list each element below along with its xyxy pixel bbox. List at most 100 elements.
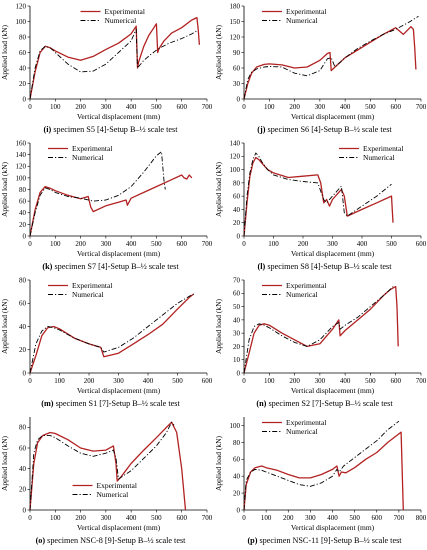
x-tick-label: 0 [28,103,32,111]
y-axis-label: Applied load (kN) [0,162,9,217]
x-tick-label: 200 [298,240,309,248]
y-tick-label: 20 [19,80,27,88]
y-tick-label: 150 [230,18,241,26]
legend-experimental-label: Experimental [286,7,326,16]
x-tick-label: 400 [340,103,351,111]
x-tick-label: 700 [202,514,213,522]
x-tick-label: 200 [289,103,300,111]
y-tick-label: 40 [19,209,27,217]
y-tick-label: 70 [233,276,241,284]
legend-numerical-label: Numerical [72,153,104,162]
series-experimental-line [29,174,193,237]
y-tick-label: 40 [19,465,27,473]
chart-panel-0: 0 100 200 300 400 500 600 700 0 20 40 60 80 100 120 Ver… [0,2,213,134]
y-tick-label: 60 [19,49,27,57]
y-tick-label: 40 [233,206,241,214]
y-tick-label: 60 [233,64,241,72]
panel-caption-letter: (p) [247,536,257,545]
legend-numerical-label: Numerical [105,16,137,25]
x-tick-label: 400 [340,377,351,385]
y-tick-label: 0 [237,506,241,514]
legend-experimental-label: Experimental [97,481,137,490]
x-tick-label: 0 [242,240,246,248]
panel-caption-letter: (i) [44,125,52,134]
panel-caption-text: specimen NSC-8 [9]-Setup B–½ scale test [45,536,186,545]
legend-experimental-label: Experimental [286,418,326,427]
panel-caption-text: specimen S2 [7]-Setup B–½ scale test [266,399,393,408]
x-axis-label: Vertical displacement (mm) [77,249,161,258]
x-tick-label: 300 [101,240,112,248]
y-tick-label: 80 [233,179,241,187]
y-tick-label: 140 [230,139,241,147]
y-tick-label: 20 [233,343,241,351]
x-tick-label: 500 [365,377,376,385]
panel-caption-text: specimen S8 [4]-Setup B–½ scale test [265,262,392,271]
x-tick-label: 100 [50,103,61,111]
x-tick-label: 0 [28,514,32,522]
y-tick-label: 50 [233,303,241,311]
y-tick-label: 80 [19,186,27,194]
panel-caption: (i) specimen S5 [4]-Setup B–½ scale test [44,125,179,134]
y-tick-label: 20 [19,486,27,494]
x-axis-label: Vertical displacement (mm) [77,112,161,121]
y-tick-label: 0 [23,369,27,377]
series-numerical-line [243,420,400,511]
x-tick-label: 500 [349,514,360,522]
y-tick-label: 0 [23,95,27,103]
x-tick-label: 500 [151,103,162,111]
x-axis-label: Vertical displacement (mm) [291,523,375,532]
x-tick-label: 800 [416,514,427,522]
x-tick-label: 200 [75,240,86,248]
series-numerical-line [243,286,394,374]
legend-experimental-label: Experimental [72,281,112,290]
series-numerical-line [243,15,419,100]
x-tick-label: 300 [315,377,326,385]
x-tick-label: 700 [202,240,213,248]
x-tick-label: 400 [126,103,137,111]
y-tick-label: 0 [23,232,27,240]
y-tick-label: 30 [233,330,241,338]
y-tick-label: 0 [237,95,241,103]
legend-experimental-label: Experimental [286,281,326,290]
series-numerical-line [29,151,166,237]
x-tick-label: 300 [327,240,338,248]
x-tick-label: 700 [416,103,427,111]
legend-numerical-label: Numerical [286,427,318,436]
y-tick-label: 40 [233,316,241,324]
x-tick-label: 500 [172,377,183,385]
legend-numerical-label: Numerical [97,490,129,499]
panel-caption-text: specimen S5 [4]-Setup B–½ scale test [51,125,178,134]
series-experimental-line [243,156,394,237]
series-numerical-line [29,421,175,511]
x-tick-label: 400 [126,240,137,248]
y-tick-label: 100 [230,422,241,430]
legend-experimental-label: Experimental [363,144,403,153]
x-tick-label: 500 [151,240,162,248]
x-tick-label: 100 [54,377,65,385]
x-tick-label: 300 [315,103,326,111]
y-tick-label: 120 [230,33,241,41]
series-experimental-line [243,285,399,374]
panel-caption-letter: (l) [258,262,266,271]
y-tick-label: 80 [19,33,27,41]
x-tick-label: 100 [268,240,279,248]
x-tick-label: 300 [101,514,112,522]
x-tick-label: 0 [242,103,246,111]
x-tick-label: 100 [261,514,272,522]
y-tick-label: 20 [19,346,27,354]
x-tick-label: 300 [101,103,112,111]
y-tick-label: 90 [233,49,241,57]
y-tick-label: 60 [233,193,241,201]
y-tick-label: 60 [233,456,241,464]
y-tick-label: 120 [16,2,27,10]
x-axis-label: Vertical displacement (mm) [291,386,375,395]
y-tick-label: 40 [19,64,27,72]
y-tick-label: 0 [237,232,241,240]
legend-numerical-label: Numerical [286,290,318,299]
x-tick-label: 600 [390,103,401,111]
x-axis-label: Vertical displacement (mm) [291,112,375,121]
series-experimental-line [243,431,404,511]
chart-panel-5: 0 100 200 300 400 500 600 700 0 10 20 30 40 50 60 70 Ver… [214,276,427,408]
